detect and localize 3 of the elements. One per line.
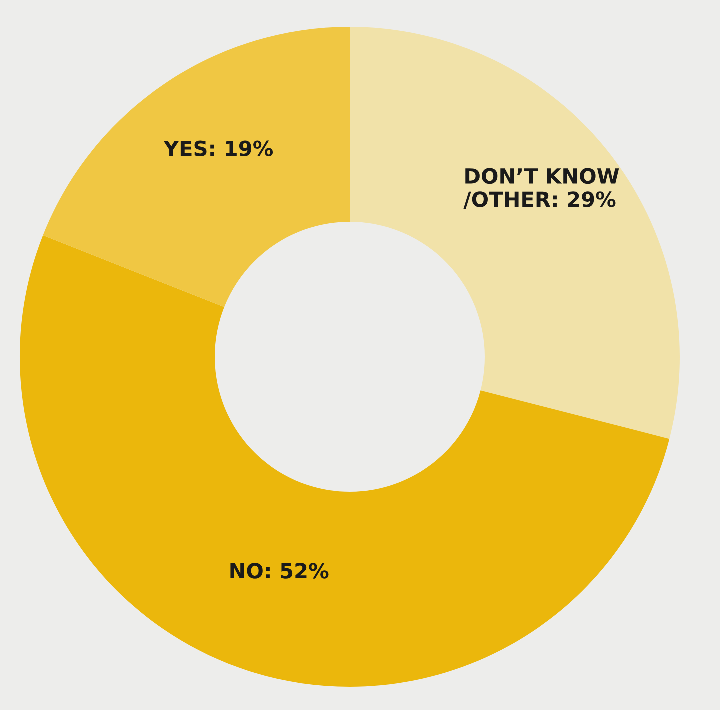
slice-label: YES: 19% [164, 140, 274, 157]
slice-label: NO: 52% [230, 563, 329, 579]
slice-label: DON’T KNOW /OTHER: 29% [464, 168, 620, 210]
